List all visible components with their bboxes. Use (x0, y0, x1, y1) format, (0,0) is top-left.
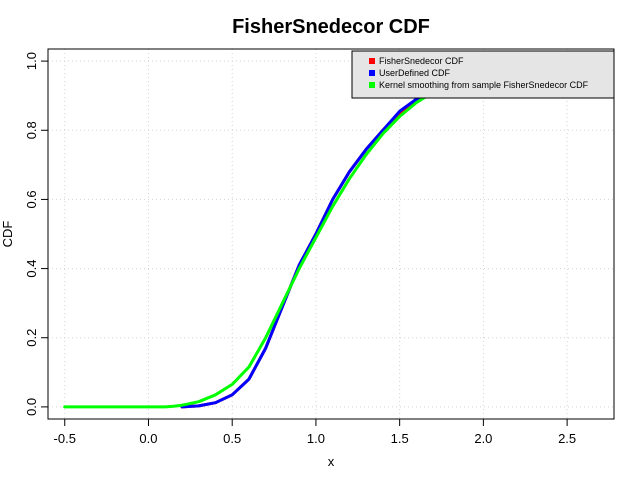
x-tick-label: 0.5 (223, 431, 241, 446)
chart-title: FisherSnedecor CDF (232, 16, 430, 38)
x-axis-label: x (328, 454, 335, 469)
series-line-2 (180, 89, 435, 409)
series-line-3 (63, 90, 435, 409)
x-tick-label: 0.0 (139, 431, 157, 446)
legend-label-2: UserDefined CDF (379, 68, 451, 78)
legend-items: FisherSnedecor CDF UserDefined CDF Kernel … (369, 56, 589, 90)
y-tick-label: 1.0 (24, 52, 39, 70)
y-tick-label: 0.4 (24, 260, 39, 278)
y-axis: 0.0 0.2 0.4 0.6 0.8 1.0 (24, 52, 49, 416)
legend-swatch-1 (369, 58, 375, 64)
x-tick-label: 2.5 (558, 431, 576, 446)
y-tick-label: 0.2 (24, 329, 39, 347)
legend-label-3: Kernel smoothing from sample FisherSnede… (379, 80, 589, 90)
x-tick-label: -0.5 (54, 431, 76, 446)
legend-box (351, 50, 615, 99)
legend-label-1: FisherSnedecor CDF (379, 56, 464, 66)
y-axis-label: CDF (0, 221, 15, 248)
series-layer (63, 89, 435, 409)
y-tick-label: 0.8 (24, 121, 39, 139)
x-axis: -0.5 0.0 0.5 1.0 1.5 2.0 2.5 (54, 418, 576, 446)
y-tick-label: 0.6 (24, 190, 39, 208)
x-tick-label: 1.0 (307, 431, 325, 446)
legend-swatch-2 (369, 70, 375, 76)
x-tick-label: 2.0 (474, 431, 492, 446)
x-tick-label: 1.5 (391, 431, 409, 446)
legend-swatch-3 (369, 82, 375, 88)
y-tick-label: 0.0 (24, 398, 39, 416)
legend: FisherSnedecor CDF UserDefined CDF Kernel … (351, 50, 615, 99)
